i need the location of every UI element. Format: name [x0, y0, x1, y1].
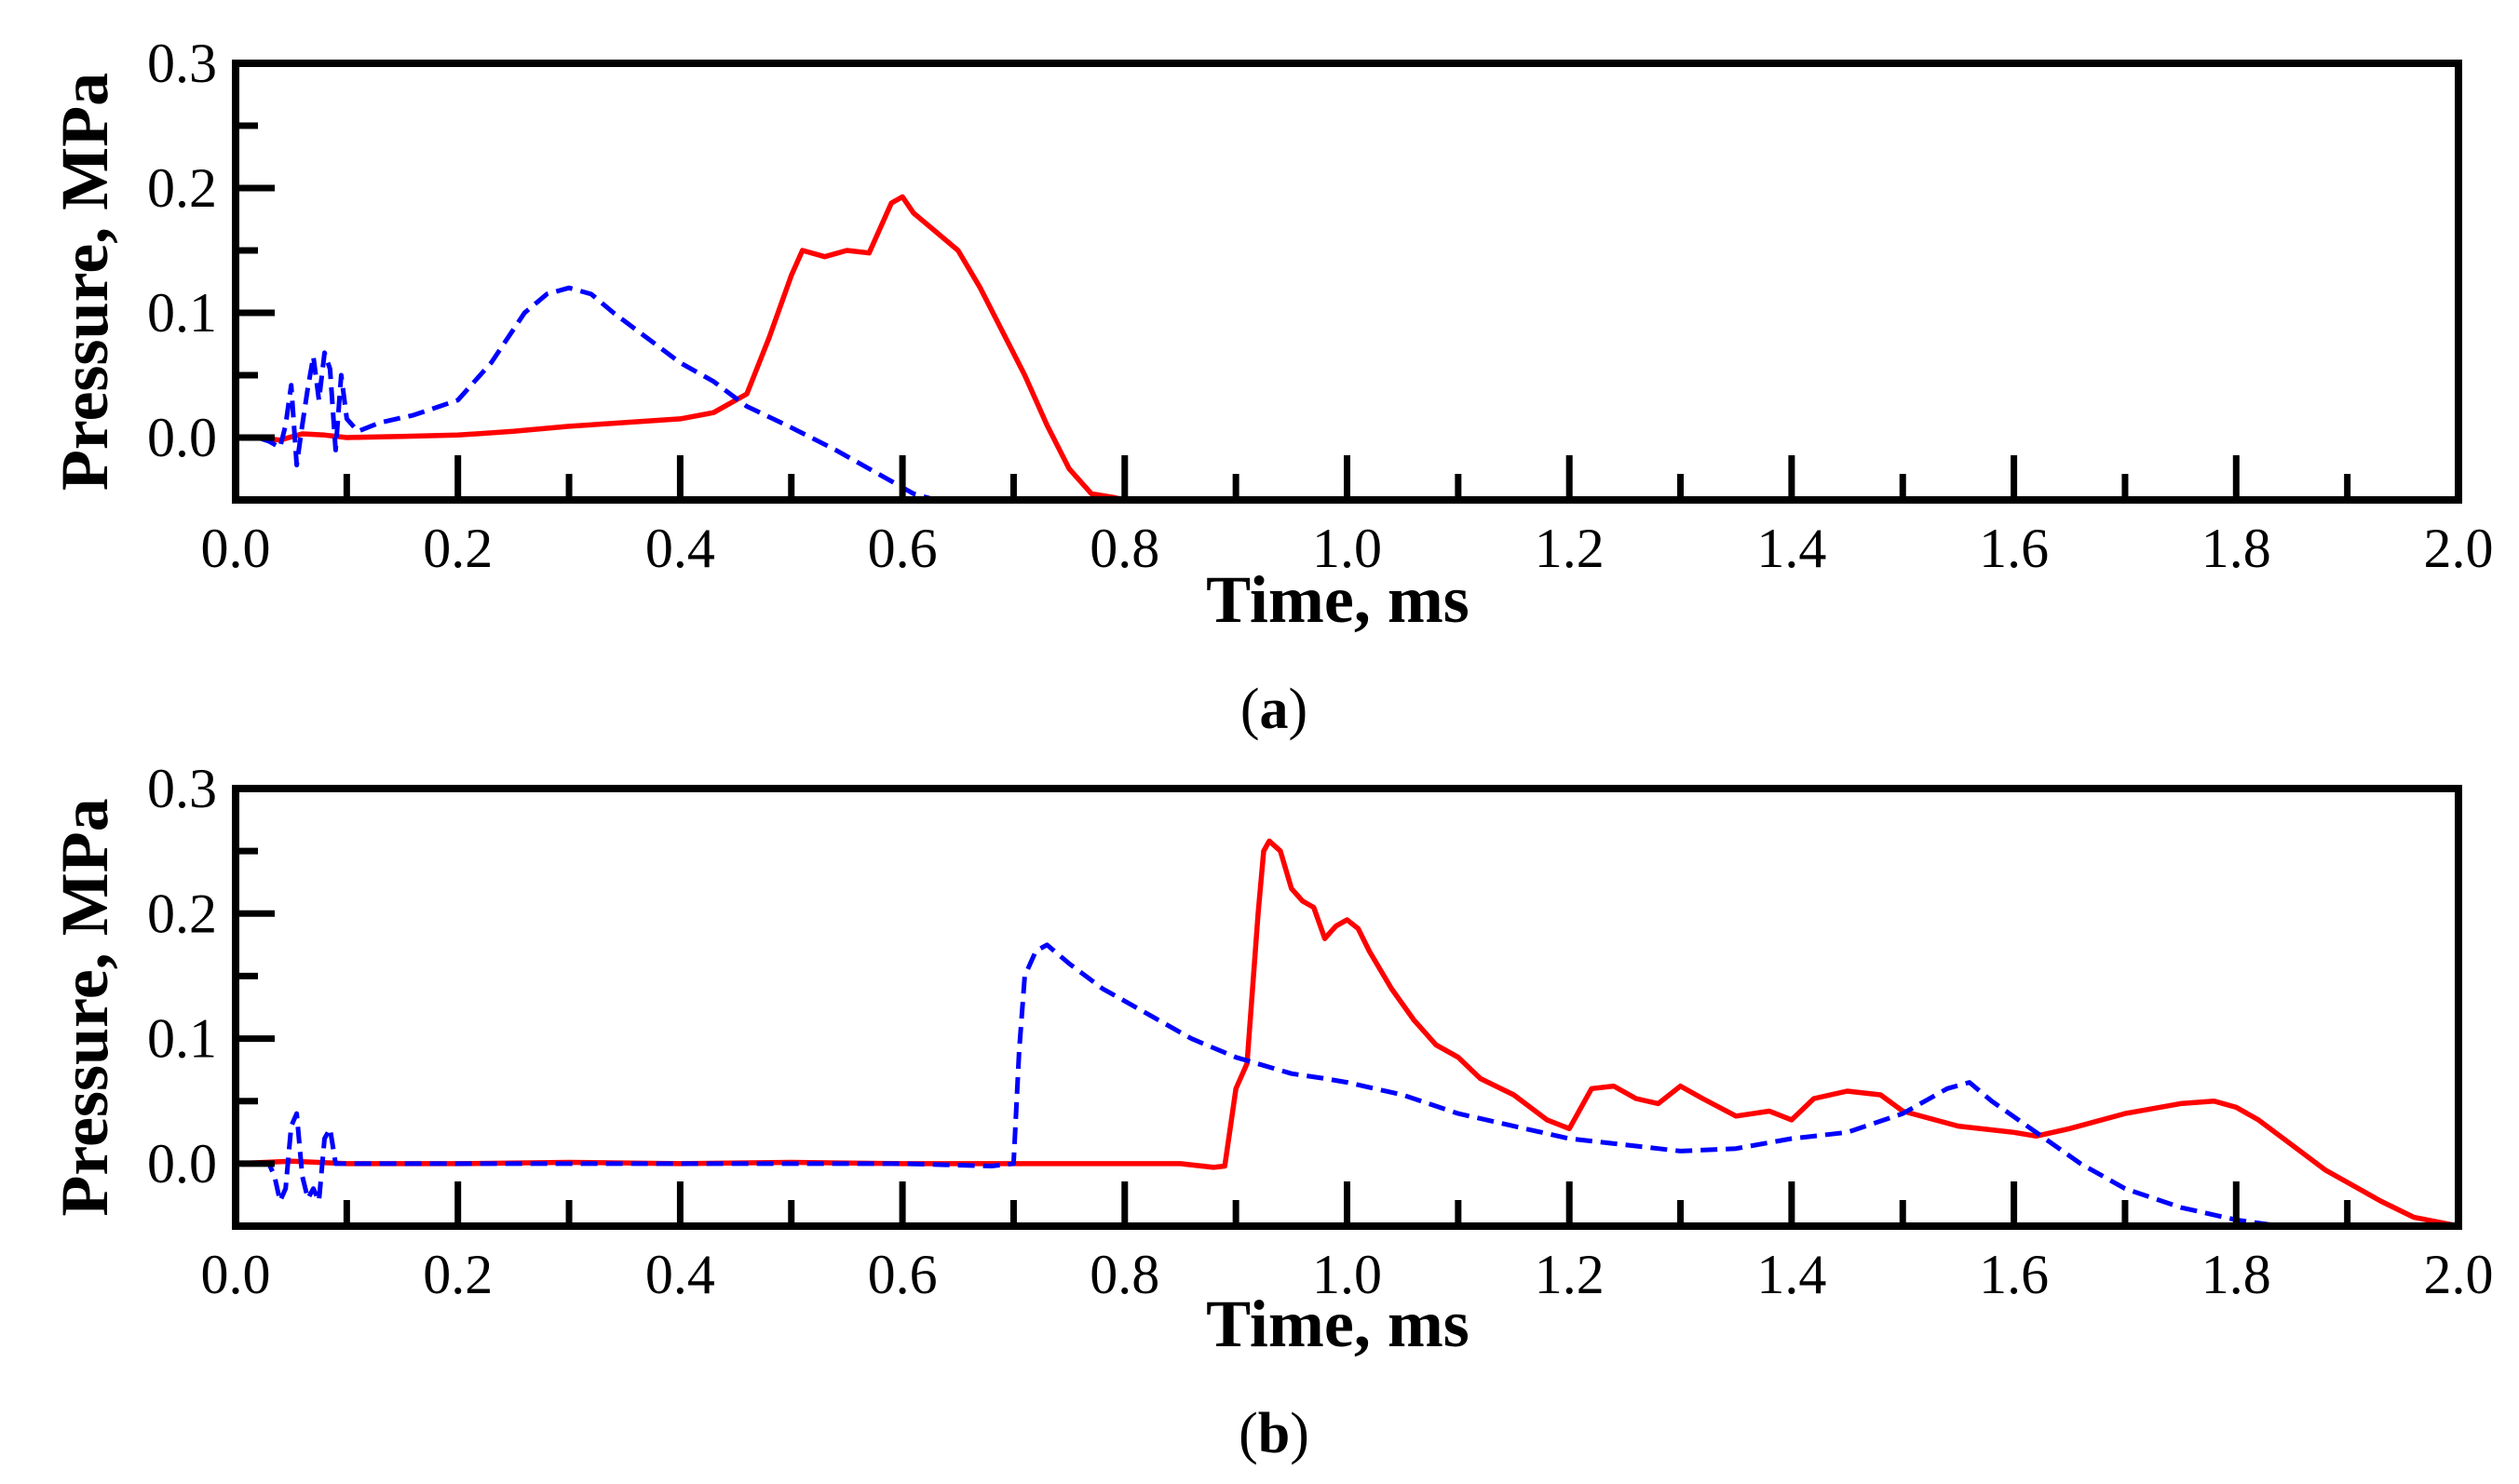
chart-panel-a: 0.0 0.2 0.4 0.6 0.8 1.0 1.2 1.4 1.6 1.8 2.0 0.3 0.2 0… — [47, 33, 2494, 741]
y-tick-label: 0.3 — [147, 758, 217, 819]
y-tick-label: 0.3 — [147, 33, 217, 94]
series-line-dashed — [236, 942, 2282, 1229]
y-tick-label: 0.2 — [147, 157, 217, 219]
x-tick-label: 1.6 — [1979, 518, 2049, 579]
x-tick-label: 1.0 — [1312, 518, 1382, 579]
x-axis-title: Time, ms — [1206, 1287, 1469, 1361]
x-tick-label: 2.0 — [2424, 1244, 2494, 1305]
x-tick-label: 0.4 — [645, 1244, 715, 1305]
x-tick-label: 1.4 — [1756, 518, 1826, 579]
x-tick-label: 0.2 — [423, 518, 493, 579]
panel-label: (a) — [1240, 678, 1307, 741]
plot-frame — [232, 60, 2462, 504]
x-tick-label: 0.6 — [868, 518, 938, 579]
x-tick-label: 1.8 — [2201, 1244, 2271, 1305]
chart-panel-b: 0.0 0.2 0.4 0.6 0.8 1.0 1.2 1.4 1.6 1.8 2.0 0.3 0.2 0… — [47, 758, 2494, 1465]
series-line-solid — [235, 838, 2459, 1229]
x-tick-label: 0.6 — [868, 1244, 938, 1305]
x-tick-label: 0.2 — [423, 1244, 493, 1305]
series-line-dashed — [236, 285, 937, 503]
y-tick-label: 0.2 — [147, 883, 217, 944]
y-tick-label: 0.0 — [147, 407, 217, 468]
y-tick-label: 0.1 — [147, 1008, 217, 1070]
panel-label: (b) — [1239, 1402, 1309, 1465]
x-tick-label: 1.0 — [1312, 1244, 1382, 1305]
y-tick-label: 0.0 — [147, 1133, 217, 1194]
x-tick-label: 0.8 — [1090, 1244, 1159, 1305]
x-tick-label: 1.4 — [1756, 1244, 1826, 1305]
y-axis-title: Pressure, MPa — [47, 73, 122, 491]
x-tick-label: 1.8 — [2201, 518, 2271, 579]
x-tick-label: 0.8 — [1090, 518, 1159, 579]
y-axis-title: Pressure, MPa — [47, 798, 122, 1216]
x-tick-label: 0.4 — [645, 518, 715, 579]
x-tick-label: 0.0 — [201, 518, 271, 579]
y-tick-label: 0.1 — [147, 282, 217, 344]
x-tick-label: 1.2 — [1535, 1244, 1605, 1305]
series-line-solid — [236, 194, 1126, 503]
x-tick-label: 1.2 — [1535, 518, 1605, 579]
x-tick-label: 0.0 — [201, 1244, 271, 1305]
x-tick-label: 1.6 — [1979, 1244, 2049, 1305]
x-axis-title: Time, ms — [1206, 562, 1469, 637]
x-tick-label: 2.0 — [2424, 518, 2494, 579]
